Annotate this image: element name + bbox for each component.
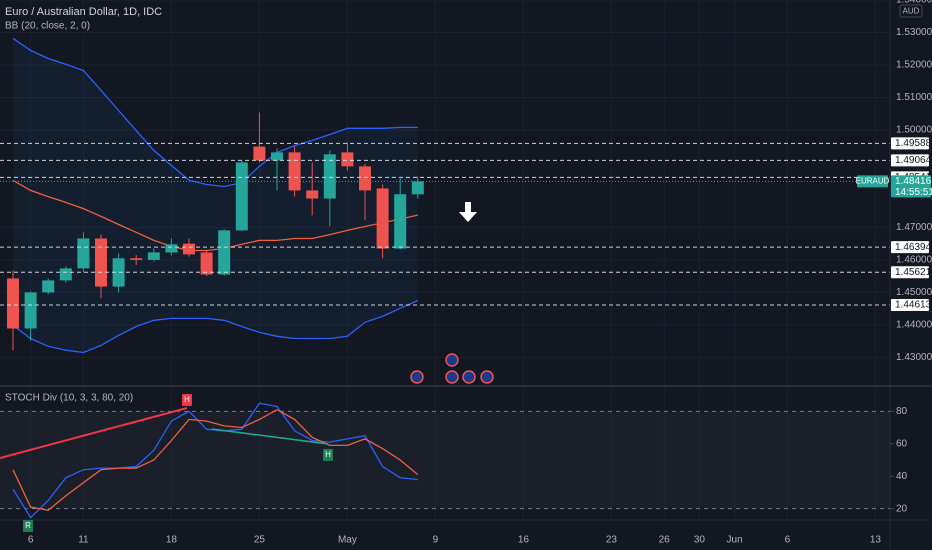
candle-body (253, 146, 266, 161)
x-tick-label: 26 (659, 535, 671, 546)
y-tick-label: 1.46000 (896, 255, 932, 266)
y-tick-label: 1.44000 (896, 320, 932, 331)
candle-body (200, 252, 213, 275)
candle-body (130, 258, 143, 260)
y-tick-label: 1.53000 (896, 27, 932, 38)
stoch-label: STOCH Div (10, 3, 3, 80, 20) (5, 393, 133, 404)
level-label-box (891, 154, 929, 167)
divergence-marker (23, 520, 33, 532)
candle-body (77, 238, 90, 269)
candle-body (359, 166, 371, 191)
down-arrow (459, 202, 477, 222)
candle-body (183, 243, 195, 255)
divergence-marker (182, 394, 192, 406)
symbol-label: EURAUD (856, 177, 890, 186)
candle-body (235, 162, 248, 231)
candle-body (411, 181, 424, 195)
candle-body (42, 280, 55, 293)
level-label-box (891, 137, 929, 150)
chart-title: Euro / Australian Dollar, 1D, IDC (5, 6, 162, 18)
x-tick-label: 9 (433, 535, 439, 546)
x-tick-label: 6 (28, 535, 34, 546)
y-tick-label: 80 (896, 406, 908, 417)
x-tick-label: May (338, 535, 357, 546)
events[interactable] (410, 353, 494, 384)
candle-body (288, 152, 301, 191)
y-tick-label: 1.43000 (896, 352, 932, 363)
level-label-box (891, 298, 929, 311)
candle-body (112, 258, 125, 287)
x-tick-label: 30 (694, 535, 706, 546)
price-tag-label: 1.48416 (895, 176, 932, 187)
candle-body (165, 244, 178, 253)
candle-body (147, 252, 160, 260)
level-label: 1.49588 (895, 138, 932, 149)
event-flag[interactable] (445, 353, 459, 367)
bb-line (12, 299, 419, 354)
candle-body (306, 190, 319, 199)
level-label: 1.49064 (895, 155, 932, 166)
y-tick-label: 20 (896, 503, 908, 514)
divergence-label: H (325, 450, 331, 459)
stoch-line (12, 408, 419, 511)
symbol-box (857, 175, 888, 188)
event-flag[interactable] (445, 370, 459, 384)
level-label: 1.46394 (895, 242, 932, 253)
countdown: 14:55:51 (895, 187, 932, 198)
candle-body (271, 152, 283, 161)
x-tick-label: 16 (518, 535, 530, 546)
candle-body (323, 154, 336, 199)
y-tick-label: 60 (896, 438, 908, 449)
x-tick-label: Jun (727, 535, 743, 546)
y-tick-label: 1.51000 (896, 92, 932, 103)
bb-line (12, 179, 418, 252)
x-tick-label: 6 (785, 535, 791, 546)
indicator-label: BB (20, close, 2, 0) (5, 21, 90, 32)
y-tick-label: 1.54000 (896, 0, 932, 6)
x-tick-label: 13 (870, 535, 882, 546)
candle-body (376, 188, 389, 249)
divergence-label: H (184, 395, 190, 404)
y-tick-label: 1.45000 (896, 287, 932, 298)
divergence-marker (323, 449, 333, 461)
candle-body (95, 238, 107, 287)
divergence-label: R (25, 521, 31, 530)
candle-body (394, 194, 407, 249)
bearish-divergence (0, 407, 188, 459)
x-tick-label: 23 (606, 535, 618, 546)
y-tick-label: 1.50000 (896, 125, 932, 136)
candle-body (341, 152, 354, 167)
candle-body (59, 268, 72, 281)
currency-box[interactable] (899, 4, 923, 18)
y-tick-label: 40 (896, 471, 908, 482)
candle-body (24, 292, 37, 329)
event-flag[interactable] (410, 370, 424, 384)
divergence-line (211, 428, 329, 445)
stoch-band (0, 411, 890, 509)
overlay: 6 11 18 25 May 9 16 23 26 30 Jun 6 13 1.43000 1.44000 1… (23, 0, 932, 546)
y-tick-label: 1.47000 (896, 222, 932, 233)
candle-body (218, 230, 231, 275)
level-label-box (891, 241, 929, 254)
y-tick-label: 1.52000 (896, 60, 932, 71)
x-tick-label: 11 (78, 535, 89, 546)
price-tag (891, 175, 931, 198)
plot (0, 37, 890, 519)
event-flag[interactable] (462, 370, 476, 384)
currency[interactable]: AUD (903, 7, 920, 16)
x-tick-label: 18 (166, 535, 178, 546)
level-label-box (891, 266, 929, 279)
x-tick-label: 25 (254, 535, 266, 546)
candle-body (7, 278, 19, 329)
bb-line (12, 37, 418, 188)
event-flag[interactable] (480, 370, 494, 384)
level-label: 1.44613 (895, 300, 932, 311)
level-label: 1.45621 (895, 267, 932, 278)
grid (0, 0, 890, 520)
